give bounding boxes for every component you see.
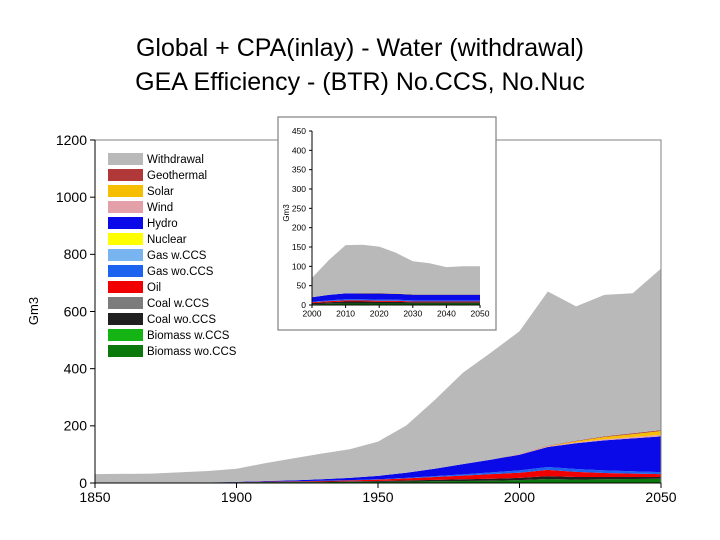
inset-x-tick-label: 2020 [370, 309, 389, 319]
x-tick-label: 1900 [221, 489, 252, 505]
legend-swatch-oil [108, 281, 143, 293]
legend-label-coal-w-ccs: Coal w.CCS [147, 298, 209, 310]
inset-y-tick-label: 250 [292, 203, 306, 213]
legend-label-nuclear: Nuclear [147, 234, 187, 246]
chart-subtitle: GEA Efficiency - (BTR) No.CCS, No.Nuc [135, 68, 585, 96]
inset-y-tick-label: 300 [292, 184, 306, 194]
legend-label-biomass-w-ccs: Biomass w.CCS [147, 330, 230, 342]
x-tick-label: 1850 [79, 489, 110, 505]
area-wind [95, 434, 661, 483]
inset-y-tick-label: 50 [297, 281, 307, 291]
y-tick-label: 1200 [56, 132, 87, 148]
legend-label-coal-wo-ccs: Coal wo.CCS [147, 314, 216, 326]
y-tick-label: 0 [79, 475, 87, 491]
inset-x-tick-label: 2010 [336, 309, 355, 319]
legend-swatch-hydro [108, 217, 143, 229]
x-tick-label: 2050 [645, 489, 676, 505]
legend-label-gas-wo-ccs: Gas wo.CCS [147, 266, 214, 278]
area-biomass-wo-ccs [95, 478, 661, 483]
inset-area-oil [312, 300, 480, 304]
inset-x-tick-label: 2030 [403, 309, 422, 319]
inset-area-gas-wo-ccs [312, 299, 480, 303]
y-tick-label: 600 [64, 303, 88, 319]
inset-area-coal-wo-ccs [312, 301, 480, 305]
legend-swatch-coal-w-ccs [108, 297, 143, 309]
inset-y-tick-label: 200 [292, 223, 306, 233]
inset-y-tick-label: 150 [292, 242, 306, 252]
legend-swatch-geothermal [108, 169, 143, 181]
legend-swatch-coal-wo-ccs [108, 313, 143, 325]
legend-label-oil: Oil [147, 282, 161, 294]
y-tick-label: 400 [64, 361, 88, 377]
inset-axes: 0 50 100 150 200 250 300 350 400 450 2000 2010 2020 2… [292, 126, 490, 319]
area-gas-wo-ccs [95, 467, 661, 483]
legend-label-hydro: Hydro [147, 218, 178, 230]
legend-label-geothermal: Geothermal [147, 170, 207, 182]
area-withdrawal [95, 268, 661, 483]
inset-y-tick-label: 0 [301, 300, 306, 310]
inset-x-tick-label: 2040 [437, 309, 456, 319]
legend-label-gas-w-ccs: Gas w.CCS [147, 250, 207, 262]
y-tick-label: 800 [64, 246, 88, 262]
legend: Withdrawal Geothermal Solar Wind Hydro Nuclea… [103, 150, 238, 362]
legend-label-wind: Wind [147, 202, 173, 214]
y-tick-label: 200 [64, 418, 88, 434]
y-axis-label: Gm3 [26, 297, 41, 325]
x-tick-label: 1950 [362, 489, 393, 505]
legend-swatch-gas-wo-ccs [108, 265, 143, 277]
main-series-areas [95, 268, 661, 483]
area-hydro [95, 436, 661, 483]
inset-x-tick-label: 2000 [303, 309, 322, 319]
inset-y-axis-label: Gm3 [282, 204, 291, 222]
legend-label-withdrawal: Withdrawal [147, 154, 204, 166]
legend-swatch-biomass-w-ccs [108, 329, 143, 341]
legend-swatch-nuclear [108, 233, 143, 245]
inset-y-tick-label: 450 [292, 126, 306, 136]
legend-swatch-gas-w-ccs [108, 249, 143, 261]
inset-chart: 0 50 100 150 200 250 300 350 400 450 2000 2010 2020 2… [277, 116, 497, 331]
legend-swatch-withdrawal [108, 153, 143, 165]
inset-y-tick-label: 350 [292, 165, 306, 175]
inset-x-tick-label: 2050 [471, 309, 490, 319]
inset-area-hydro [312, 293, 480, 302]
chart-title: Global + CPA(inlay) - Water (withdrawal) [135, 34, 585, 62]
inset-y-tick-label: 400 [292, 145, 306, 155]
y-tick-label: 1000 [56, 189, 87, 205]
legend-swatch-biomass-wo-ccs [108, 345, 143, 357]
inset-y-tick-label: 100 [292, 261, 306, 271]
inset-series-areas [312, 244, 480, 305]
area-coal-wo-ccs [95, 476, 661, 483]
legend-label-biomass-wo-ccs: Biomass wo.CCS [147, 346, 237, 358]
legend-swatch-wind [108, 201, 143, 213]
x-tick-label: 2000 [504, 489, 535, 505]
legend-swatch-solar [108, 185, 143, 197]
legend-label-solar: Solar [147, 186, 174, 198]
area-oil [95, 469, 661, 483]
inset-area-withdrawal [312, 244, 480, 298]
